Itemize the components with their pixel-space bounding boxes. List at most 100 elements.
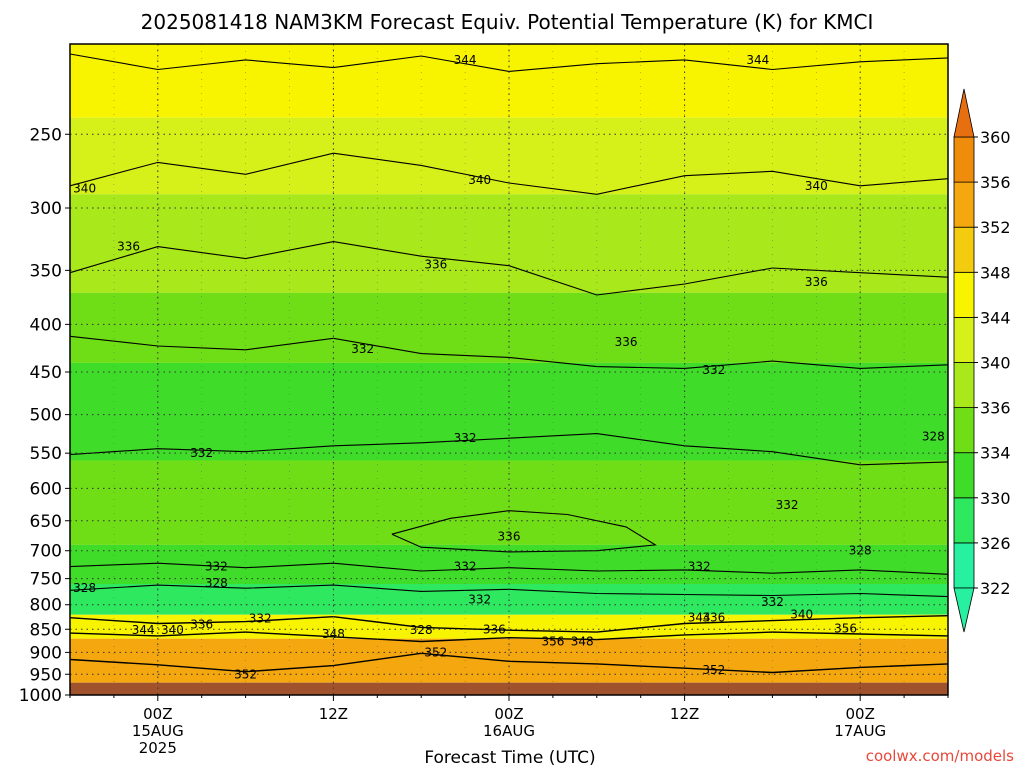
y-tick-label-700: 700 [30, 542, 62, 562]
y-tick-label-850: 850 [30, 620, 62, 640]
y-tick-label-300: 300 [30, 199, 62, 219]
y-tick-label-750: 750 [30, 570, 62, 590]
contour-label-33: 328 [410, 623, 433, 637]
y-tick-label-500: 500 [30, 406, 62, 426]
contour-label-30: 336 [702, 611, 725, 625]
y-tick-label-1000: 1000 [19, 686, 62, 706]
y-tick-label-650: 650 [30, 512, 62, 532]
grid-lines [69, 44, 949, 695]
y-tick-label-250: 250 [30, 125, 62, 145]
x-tick-label-54: 00Z [846, 705, 875, 723]
plot-fill-layers [70, 44, 948, 695]
contour-line-336-2 [69, 241, 949, 296]
colorbar-label-330: 330 [980, 489, 1011, 508]
x-tick-label-18: 12Z [319, 705, 348, 723]
contour-label-19: 332 [688, 560, 711, 574]
contour-label-25: 344 [132, 623, 155, 637]
colorbar-label-352: 352 [980, 218, 1011, 237]
contour-line-336-5 [391, 510, 657, 553]
y-tick-label-450: 450 [30, 363, 62, 383]
contour-label-24: 332 [249, 612, 272, 626]
contour-label-12: 332 [454, 431, 477, 445]
chart-title: 2025081418 NAM3KM Forecast Equiv. Potent… [141, 10, 874, 34]
contour-label-10: 332 [702, 363, 725, 377]
contour-line-344-0 [69, 53, 949, 72]
x-tick-label-6: 00Z [143, 705, 172, 723]
contour-label-20: 328 [205, 576, 228, 590]
contour-label-26: 340 [161, 623, 184, 637]
colorbar-label-348: 348 [980, 263, 1011, 282]
contour-label-15: 336 [498, 530, 521, 544]
colorbar-segment-326 [953, 497, 975, 544]
x-tick-label-30: 00Z [494, 705, 523, 723]
contour-label-34: 356 [541, 634, 564, 648]
colorbar-label-326: 326 [980, 534, 1011, 553]
colorbar: 322 326 330 334 336 340 344 348 352 356 360 [953, 88, 1011, 633]
colorbar-segment-330 [953, 452, 975, 499]
colorbar-lower-extend [953, 587, 975, 633]
contour-label-31: 340 [790, 608, 813, 622]
y-tick-label-800: 800 [30, 596, 62, 616]
contour-label-28: 336 [483, 622, 506, 636]
contour-label-11: 332 [190, 446, 213, 460]
colorbar-segment-356 [953, 136, 975, 183]
contour-label-18: 332 [454, 560, 477, 574]
contour-line-332-3 [69, 335, 949, 369]
y-tick-label-350: 350 [30, 261, 62, 281]
colorbar-label-356: 356 [980, 173, 1011, 192]
colorbar-label-336: 336 [980, 399, 1011, 418]
x-tick-date-54: 17AUG [834, 722, 886, 740]
contour-label-38: 352 [234, 667, 257, 681]
contour-label-2: 340 [73, 182, 96, 196]
contour-label-16: 328 [849, 544, 872, 558]
x-tick-year-6: 2025 [139, 739, 177, 757]
contour-label-17: 332 [205, 560, 228, 574]
y-tick-label-550: 550 [30, 444, 62, 464]
contour-label-9: 332 [351, 342, 374, 356]
fill-layer-3 [70, 292, 948, 363]
fill-layer-5 [70, 460, 948, 545]
contour-labels: 344 344 340 340 340 336 336 336 336 332 332 332 332 3… [73, 53, 945, 681]
contour-label-36: 356 [834, 621, 857, 635]
fill-layer-4 [70, 362, 948, 461]
x-tick-date-30: 16AUG [483, 722, 535, 740]
y-tick-label-600: 600 [30, 479, 62, 499]
contour-label-5: 336 [117, 240, 140, 254]
contour-label-13: 328 [922, 430, 945, 444]
colorbar-label-334: 334 [980, 444, 1011, 463]
pressure-axis: 250 300 350 400 450 500 550 600 650 700 750 800 850 9… [19, 125, 70, 706]
contour-label-22: 332 [468, 593, 491, 607]
colorbar-label-344: 344 [980, 308, 1011, 327]
contour-label-27: 336 [190, 617, 213, 631]
contour-label-6: 336 [424, 258, 447, 272]
y-tick-label-950: 950 [30, 665, 62, 685]
x-tick-date-6: 15AUG [132, 722, 184, 740]
colorbar-segment-352 [953, 181, 975, 228]
colorbar-segment-348 [953, 226, 975, 273]
contour-label-3: 340 [468, 173, 491, 187]
contour-label-0: 344 [454, 53, 477, 67]
colorbar-segment-344 [953, 271, 975, 318]
contour-label-1: 344 [746, 53, 769, 67]
colorbar-segment-340 [953, 316, 975, 363]
contour-label-39: 352 [702, 663, 725, 677]
credit-text: coolwx.com/models [866, 747, 1014, 765]
contour-label-21: 328 [73, 581, 96, 595]
contour-label-23: 332 [761, 595, 784, 609]
colorbar-label-360: 360 [980, 128, 1011, 147]
contour-line-348-9 [69, 631, 949, 643]
contour-label-7: 336 [805, 275, 828, 289]
contour-label-35: 348 [571, 634, 594, 648]
contour-label-8: 336 [615, 335, 638, 349]
contour-line-340-8 [69, 615, 949, 633]
contour-label-32: 348 [322, 627, 345, 641]
contour-line-332-4 [69, 433, 949, 466]
colorbar-label-322: 322 [980, 579, 1011, 598]
x-tick-label-42: 12Z [670, 705, 699, 723]
colorbar-segment-322 [953, 542, 975, 589]
colorbar-segment-334 [953, 407, 975, 454]
y-tick-label-900: 900 [30, 643, 62, 663]
colorbar-segment-336 [953, 362, 975, 408]
